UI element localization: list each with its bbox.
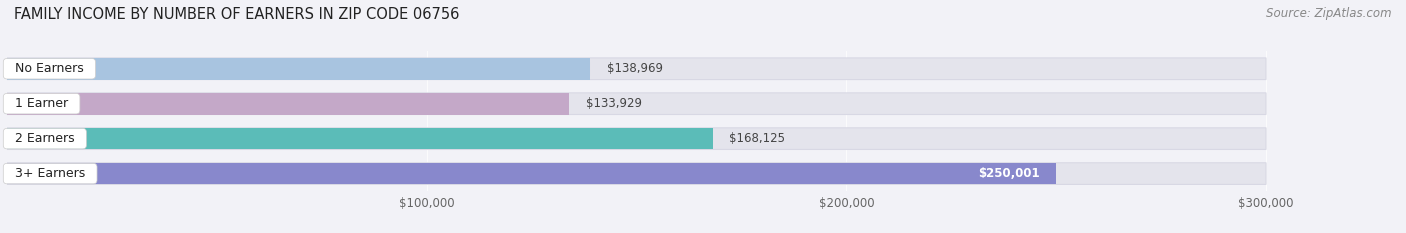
Bar: [7, 128, 1265, 150]
Text: $250,001: $250,001: [977, 167, 1039, 180]
Text: FAMILY INCOME BY NUMBER OF EARNERS IN ZIP CODE 06756: FAMILY INCOME BY NUMBER OF EARNERS IN ZI…: [14, 7, 460, 22]
Text: 2 Earners: 2 Earners: [7, 132, 83, 145]
Text: $138,969: $138,969: [607, 62, 664, 75]
Bar: [7, 58, 1265, 80]
Text: Source: ZipAtlas.com: Source: ZipAtlas.com: [1267, 7, 1392, 20]
Bar: [7, 93, 569, 115]
Text: No Earners: No Earners: [7, 62, 91, 75]
Text: $168,125: $168,125: [730, 132, 786, 145]
Bar: [7, 163, 1056, 185]
Bar: [7, 163, 1265, 185]
Bar: [7, 93, 1265, 115]
Text: 1 Earner: 1 Earner: [7, 97, 76, 110]
Text: 3+ Earners: 3+ Earners: [7, 167, 93, 180]
Text: $133,929: $133,929: [586, 97, 643, 110]
Bar: [7, 128, 713, 150]
Bar: [7, 58, 591, 80]
